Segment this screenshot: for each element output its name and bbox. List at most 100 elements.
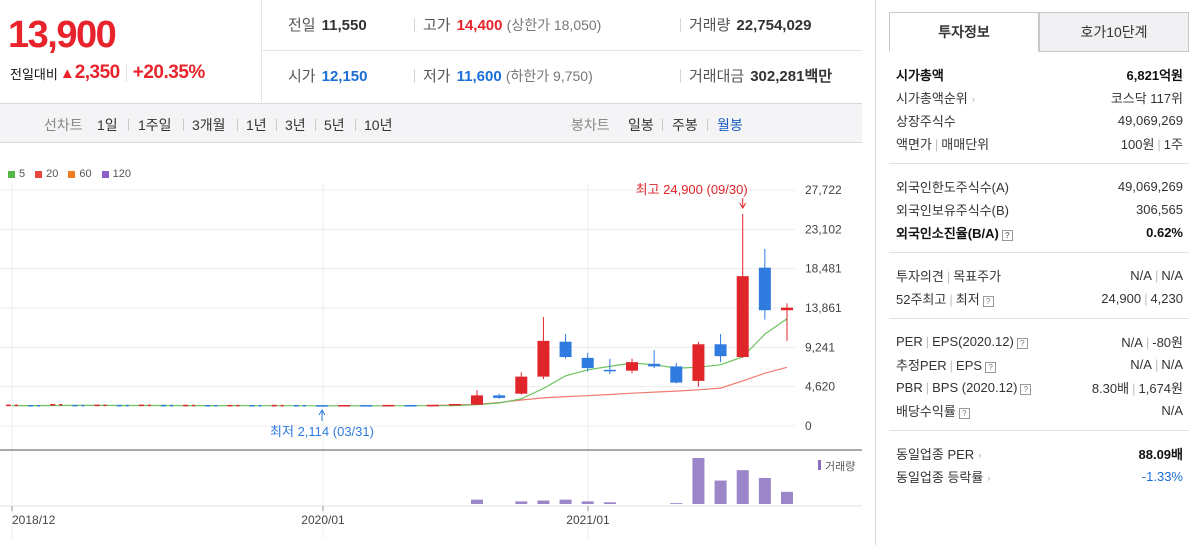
help-icon[interactable]: ?: [982, 296, 994, 307]
period-1d[interactable]: 1일: [97, 117, 118, 133]
volume-legend-label: 거래량: [825, 460, 855, 473]
x-tick-label: 2020/01: [301, 513, 345, 527]
price-change: 전일대비 ▲ 2,350 +20.35%: [10, 62, 205, 84]
info-label: PER | EPS(2020.12)?: [896, 334, 1028, 349]
legend-ma5: 5: [8, 168, 25, 180]
chevron-right-icon: ›: [987, 473, 991, 483]
chevron-right-icon: ›: [971, 94, 975, 104]
candle: [692, 344, 705, 381]
legend-ma120: 120: [101, 168, 131, 180]
candle: [537, 340, 550, 377]
max-price-annotation: 최고 24,900 (09/30): [636, 182, 748, 197]
legend-ma20: 20: [35, 168, 58, 180]
info-row: 시가총액 6,821억원: [889, 63, 1189, 86]
high-price: 고가 14,400 (상한가 18,050): [414, 14, 601, 35]
info-value: 6,821억원: [1126, 68, 1183, 83]
volume-bar: [603, 502, 616, 504]
candle: [515, 376, 528, 394]
info-row: 투자의견 | 목표주가 N/A | N/A: [889, 264, 1189, 287]
candle: [493, 395, 506, 398]
candle: [736, 276, 749, 358]
info-label[interactable]: 시가총액순위 ›: [896, 91, 975, 106]
info-label: 52주최고 | 최저?: [896, 289, 994, 308]
info-row: 동일업종 등락률 › -1.33%: [889, 465, 1189, 488]
panel-divider: [875, 0, 876, 545]
period-1y[interactable]: 1년: [246, 117, 267, 133]
x-tick-label: 2021/01: [566, 513, 610, 527]
info-value: 88.09배: [1138, 447, 1184, 462]
y-tick-label: 13,861: [805, 301, 842, 315]
quote-row: 전일 11,550 고가 14,400 (상한가 18,050) 거래량 22,754…: [262, 0, 862, 51]
legend-swatch: [8, 170, 15, 178]
help-icon[interactable]: ?: [1016, 338, 1028, 349]
legend-swatch: [101, 170, 109, 178]
candle-weekly[interactable]: 주봉: [672, 117, 698, 133]
volume-bar: [692, 458, 705, 504]
info-label: PBR | BPS (2020.12)?: [896, 380, 1032, 395]
info-label: 상장주식수: [896, 114, 956, 129]
x-tick-label: 2018/12: [12, 513, 56, 527]
quote-row: 시가 12,150 저가 11,600 (하한가 9,750) 거래대금 302,28…: [262, 51, 862, 102]
period-10y[interactable]: 10년: [364, 117, 393, 133]
y-tick-label: 0: [805, 419, 812, 433]
candle: [581, 357, 594, 369]
info-value: 코스닥 117위: [1110, 91, 1183, 106]
help-icon[interactable]: ?: [985, 362, 997, 373]
candle: [714, 344, 727, 357]
info-row: 외국인한도주식수(A) 49,069,269: [889, 175, 1189, 198]
info-label[interactable]: 동일업종 PER ›: [896, 447, 982, 462]
quote-table: 전일 11,550 고가 14,400 (상한가 18,050) 거래량 22,754…: [262, 0, 862, 102]
chevron-right-icon: ›: [978, 450, 982, 460]
info-row: 추정PER | EPS? N/A | N/A: [889, 353, 1189, 376]
info-label: 배당수익률?: [896, 401, 970, 420]
help-icon[interactable]: ?: [958, 408, 970, 419]
help-icon[interactable]: ?: [1020, 384, 1032, 395]
candle-daily[interactable]: 일봉: [628, 117, 654, 133]
help-icon[interactable]: ?: [1001, 230, 1013, 241]
stock-summary-panel: 13,900 전일대비 ▲ 2,350 +20.35% 전일 11,550 고가 1…: [0, 0, 862, 545]
change-value: 2,350: [74, 62, 121, 83]
info-row: 52주최고 | 최저? 24,900 | 4,230: [889, 287, 1189, 310]
candle-monthly[interactable]: 월봉: [717, 117, 743, 133]
max-arrowhead: [739, 202, 747, 209]
info-table: 시가총액 6,821억원 시가총액순위 › 코스닥 117위 상장주식수 49,069,26…: [889, 51, 1189, 496]
info-label: 액면가 | 매매단위: [896, 137, 990, 152]
period-3m[interactable]: 3개월: [192, 117, 226, 133]
info-label: 외국인한도주식수(A): [896, 180, 1010, 195]
info-section: 외국인한도주식수(A) 49,069,269 외국인보유주식수(B) 306,565 외…: [889, 164, 1189, 253]
candle: [758, 267, 771, 311]
info-row: 외국인소진율(B/A)? 0.62%: [889, 221, 1189, 244]
min-arrowhead: [318, 409, 326, 416]
candle: [781, 307, 793, 311]
candle: [603, 369, 616, 372]
prev-close: 전일 11,550: [288, 17, 367, 34]
tab-investment-info[interactable]: 투자정보: [889, 12, 1039, 52]
info-label[interactable]: 동일업종 등락률 ›: [896, 470, 991, 485]
y-tick-label: 27,722: [805, 183, 842, 197]
period-3y[interactable]: 3년: [285, 117, 306, 133]
info-value: N/A: [1161, 403, 1183, 418]
volume-bar: [515, 501, 528, 504]
candle: [626, 362, 638, 371]
period-1w[interactable]: 1주일: [138, 117, 172, 133]
candle: [670, 366, 683, 383]
ma5-line: [12, 318, 788, 407]
candlestick-chart[interactable]: 27,722 23,102 18,481 13,861 9,241 4,620 0 최고 24…: [0, 143, 862, 545]
info-value: N/A | -80원: [1121, 335, 1183, 350]
tab-order-book[interactable]: 호가10단계: [1039, 12, 1189, 52]
info-label: 시가총액: [896, 68, 944, 83]
low-price: 저가 11,600 (하한가 9,750): [414, 65, 593, 86]
volume-bar: [714, 480, 727, 504]
info-row: PBR | BPS (2020.12)? 8.30배 | 1,674원: [889, 376, 1189, 399]
price-box: 13,900 전일대비 ▲ 2,350 +20.35%: [0, 0, 262, 102]
open-price: 시가 12,150: [288, 68, 368, 85]
change-percent: +20.35%: [132, 62, 206, 83]
y-tick-label: 4,620: [805, 380, 835, 394]
volume-bar: [781, 491, 793, 504]
info-value: 24,900 | 4,230: [1101, 291, 1183, 306]
period-5y[interactable]: 5년: [324, 117, 345, 133]
candle-chart-title: 봉차트: [571, 117, 610, 133]
